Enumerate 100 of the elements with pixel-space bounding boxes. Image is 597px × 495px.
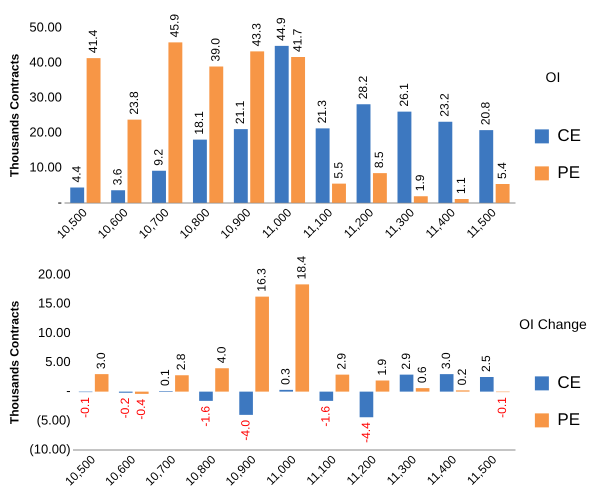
bar: [438, 122, 452, 203]
bar: [356, 104, 370, 203]
data-label: 18.1: [192, 110, 206, 135]
y-tick-label: 5.00: [45, 354, 71, 370]
bar: [175, 375, 189, 392]
data-label: 2.9: [334, 352, 349, 370]
bar: [199, 392, 213, 401]
bar: [479, 130, 494, 203]
legend-label: PE: [557, 163, 580, 182]
data-label: -1.6: [318, 406, 333, 427]
data-label: 3.0: [438, 352, 453, 370]
bar: [372, 173, 387, 203]
bar: [94, 374, 108, 392]
data-label: 39.0: [208, 38, 223, 62]
data-label: 0.6: [414, 366, 429, 384]
bar: [397, 112, 412, 203]
y-tick-label: (10.00): [29, 441, 71, 456]
data-label: 3.6: [110, 168, 124, 186]
data-label: -4.0: [238, 420, 252, 441]
data-label: 21.3: [314, 100, 329, 124]
data-label: 9.2: [151, 148, 166, 166]
data-label: 2.8: [174, 353, 188, 370]
data-label: 0.2: [455, 368, 470, 386]
data-label: 41.7: [290, 28, 304, 52]
bar: [480, 377, 494, 392]
y-tick-label: (5.00): [36, 412, 71, 428]
legend-title: OI Change: [519, 316, 588, 332]
bar: [111, 190, 126, 203]
data-label: -0.1: [78, 396, 92, 418]
bar: [496, 184, 510, 203]
y-tick-label: 15.00: [38, 296, 71, 311]
data-label: 2.5: [479, 354, 494, 372]
bar: [239, 392, 253, 415]
data-label: 20.8: [478, 101, 493, 126]
bar: [416, 388, 430, 392]
data-label: -0.2: [118, 397, 132, 418]
bar: [215, 368, 229, 392]
data-label: 5.4: [494, 162, 509, 179]
legend-label: CE: [557, 126, 582, 146]
data-label: 0.3: [278, 368, 293, 385]
bar: [316, 128, 330, 203]
y-tick-label: 50.00: [29, 20, 62, 35]
data-label: 41.4: [86, 29, 100, 54]
y-tick-label: 10.00: [29, 159, 62, 174]
bar: [192, 140, 207, 203]
data-label: 26.1: [396, 82, 411, 107]
data-label: 23.8: [126, 90, 141, 115]
data-label: 16.3: [254, 268, 268, 292]
bar: [274, 46, 289, 203]
data-label: 21.1: [233, 100, 248, 124]
data-label: 3.0: [94, 352, 108, 370]
data-label: 4.4: [70, 165, 84, 182]
data-label: 23.2: [438, 93, 452, 117]
data-label: 4.0: [214, 346, 228, 364]
data-label: 1.1: [454, 177, 468, 194]
bar: [400, 374, 414, 392]
bar: [209, 66, 224, 203]
data-label: 1.9: [374, 358, 389, 376]
bar: [86, 58, 101, 203]
y-tick-label: 30.00: [29, 90, 62, 105]
data-label: 44.9: [274, 17, 288, 41]
bar: [320, 392, 334, 401]
data-label: 28.2: [356, 76, 370, 100]
data-label: 18.4: [294, 256, 309, 280]
bar: [360, 392, 374, 418]
data-label: 5.5: [331, 162, 346, 179]
data-label: -1.6: [198, 406, 212, 427]
y-tick-label: 20.00: [38, 266, 71, 282]
bar: [332, 184, 346, 203]
data-label: -4.4: [358, 422, 373, 443]
data-label: 45.9: [168, 14, 182, 38]
data-label: -0.4: [134, 398, 148, 420]
bar: [70, 187, 84, 203]
bar: [255, 296, 269, 392]
bar: [291, 57, 306, 203]
data-label: 43.3: [249, 22, 264, 46]
y-tick-label: 10.00: [38, 324, 71, 340]
bar: [440, 374, 454, 392]
y-axis-title: Thousands Contracts: [8, 53, 22, 178]
bar: [250, 51, 264, 203]
bar: [168, 42, 182, 203]
bar: [128, 120, 142, 203]
bar: [152, 170, 166, 203]
y-tick-label: 40.00: [29, 54, 62, 70]
data-label: 1.9: [413, 174, 428, 192]
bar: [376, 380, 390, 392]
data-label: -0.1: [495, 396, 510, 418]
y-tick-label: 20.00: [29, 124, 62, 140]
bar: [234, 129, 248, 203]
legend-label: CE: [557, 373, 582, 392]
y-tick-label: -: [58, 194, 62, 210]
bar: [295, 284, 310, 392]
bar: [336, 374, 350, 392]
y-tick-label: -: [66, 383, 71, 398]
data-label: 8.5: [372, 151, 386, 168]
data-label: 0.1: [158, 368, 172, 386]
data-label: 2.9: [398, 352, 413, 370]
legend-label: PE: [557, 410, 580, 430]
bar: [414, 196, 428, 203]
legend-title: OI: [546, 68, 560, 85]
